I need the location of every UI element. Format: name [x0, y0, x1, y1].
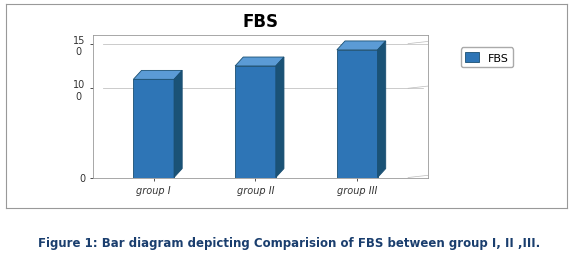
Polygon shape — [235, 58, 284, 67]
Polygon shape — [133, 71, 182, 80]
Polygon shape — [378, 42, 386, 178]
Polygon shape — [174, 71, 182, 178]
Polygon shape — [337, 51, 378, 178]
Title: FBS: FBS — [243, 13, 278, 31]
Polygon shape — [337, 42, 386, 51]
Text: Figure 1: Bar diagram depicting Comparision of FBS between group I, II ,III.: Figure 1: Bar diagram depicting Comparis… — [38, 236, 541, 249]
Polygon shape — [276, 58, 284, 178]
Polygon shape — [235, 67, 276, 178]
Polygon shape — [133, 80, 174, 178]
Legend: FBS: FBS — [461, 48, 513, 68]
